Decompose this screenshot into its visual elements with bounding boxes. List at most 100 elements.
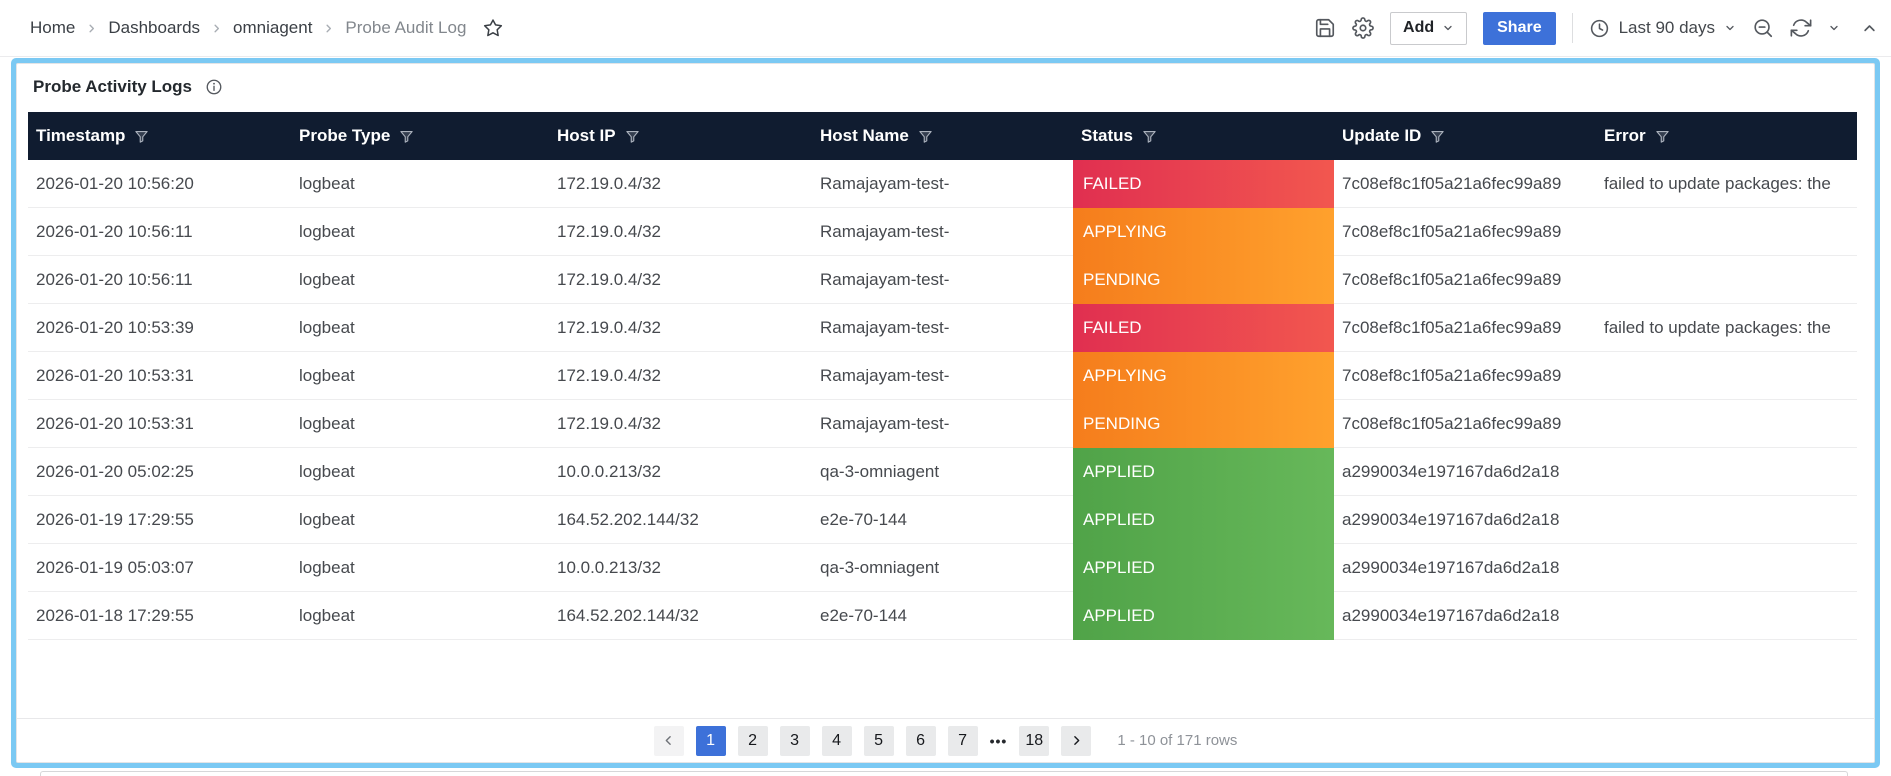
cell-host_ip: 172.19.0.4/32 [549,256,812,304]
column-header-label: Host Name [820,126,909,146]
favorite-star-icon[interactable] [483,18,503,38]
column-header-error[interactable]: Error [1596,112,1857,160]
collapse-chevron-up-icon[interactable] [1862,21,1877,36]
panel-title: Probe Activity Logs [33,77,192,97]
cell-error [1596,592,1857,640]
pagination-page-1[interactable]: 1 [696,726,726,756]
cell-timestamp: 2026-01-20 05:02:25 [28,448,291,496]
pagination-page-3[interactable]: 3 [780,726,810,756]
filter-funnel-icon[interactable] [1142,129,1157,144]
column-header-label: Update ID [1342,126,1421,146]
cell-timestamp: 2026-01-20 10:53:31 [28,400,291,448]
breadcrumb-item-home[interactable]: Home [30,18,75,38]
cell-timestamp: 2026-01-20 10:56:11 [28,256,291,304]
column-header-status[interactable]: Status [1073,112,1334,160]
status-badge: APPLIED [1073,496,1334,544]
cell-error [1596,544,1857,592]
table-row: 2026-01-19 17:29:55logbeat164.52.202.144… [28,496,1857,544]
pagination-page-2[interactable]: 2 [738,726,768,756]
chevron-down-icon [1724,22,1736,34]
chevron-right-icon [323,23,334,34]
cell-host_name: Ramajayam-test- [812,208,1073,256]
pagination-page-6[interactable]: 6 [906,726,936,756]
cell-host_name: Ramajayam-test- [812,304,1073,352]
cell-timestamp: 2026-01-20 10:53:31 [28,352,291,400]
save-icon[interactable] [1314,17,1336,39]
info-icon[interactable] [205,78,223,96]
column-header-probe_type[interactable]: Probe Type [291,112,549,160]
cell-timestamp: 2026-01-20 10:56:20 [28,160,291,208]
cell-timestamp: 2026-01-20 10:53:39 [28,304,291,352]
cell-host_ip: 172.19.0.4/32 [549,304,812,352]
cell-update_id: 7c08ef8c1f05a21a6fec99a89 [1334,304,1596,352]
cell-host_ip: 10.0.0.213/32 [549,544,812,592]
table-row: 2026-01-20 10:53:31logbeat172.19.0.4/32R… [28,400,1857,448]
chevron-right-icon [211,23,222,34]
add-button-label: Add [1403,19,1434,37]
filter-funnel-icon[interactable] [1430,129,1445,144]
table-row: 2026-01-20 10:53:31logbeat172.19.0.4/32R… [28,352,1857,400]
cell-host_name: e2e-70-144 [812,496,1073,544]
cell-host_name: Ramajayam-test- [812,256,1073,304]
breadcrumb-item-probe-audit-log[interactable]: Probe Audit Log [345,18,466,38]
cell-update_id: a2990034e197167da6d2a18 [1334,448,1596,496]
dashboard-panel-selected: Probe Activity Logs Timestamp Probe Type H… [11,58,1880,768]
column-header-label: Error [1604,126,1646,146]
table-row: 2026-01-20 10:56:20logbeat172.19.0.4/32R… [28,160,1857,208]
cell-probe_type: logbeat [291,352,549,400]
cell-error [1596,256,1857,304]
pagination-page-7[interactable]: 7 [948,726,978,756]
settings-gear-icon[interactable] [1352,17,1374,39]
filter-funnel-icon[interactable] [625,129,640,144]
zoom-out-icon[interactable] [1752,17,1774,39]
breadcrumb-item-omniagent[interactable]: omniagent [233,18,312,38]
cell-host_name: Ramajayam-test- [812,400,1073,448]
share-button[interactable]: Share [1483,12,1555,45]
add-button[interactable]: Add [1390,12,1467,45]
breadcrumb-item-dashboards[interactable]: Dashboards [108,18,200,38]
time-range-label: Last 90 days [1619,18,1715,38]
column-header-host_ip[interactable]: Host IP [549,112,812,160]
cell-probe_type: logbeat [291,304,549,352]
status-badge: PENDING [1073,400,1334,448]
status-badge: APPLIED [1073,592,1334,640]
cell-timestamp: 2026-01-20 10:56:11 [28,208,291,256]
cell-host_ip: 164.52.202.144/32 [549,496,812,544]
cell-error [1596,496,1857,544]
time-range-picker[interactable]: Last 90 days [1589,18,1736,39]
panel-header[interactable]: Probe Activity Logs [17,64,1874,97]
table-row: 2026-01-20 05:02:25logbeat10.0.0.213/32q… [28,448,1857,496]
pagination-bar: 1234567•••181 - 10 of 171 rows [17,718,1874,762]
cell-host_ip: 172.19.0.4/32 [549,160,812,208]
cell-host_ip: 164.52.202.144/32 [549,592,812,640]
column-header-update_id[interactable]: Update ID [1334,112,1596,160]
pagination-page-18[interactable]: 18 [1019,726,1049,756]
cell-probe_type: logbeat [291,496,549,544]
pagination-page-5[interactable]: 5 [864,726,894,756]
column-header-label: Probe Type [299,126,390,146]
cell-error: failed to update packages: the [1596,304,1857,352]
status-badge: PENDING [1073,256,1334,304]
filter-funnel-icon[interactable] [918,129,933,144]
refresh-interval-chevron-icon[interactable] [1828,22,1840,34]
filter-funnel-icon[interactable] [134,129,149,144]
column-header-label: Status [1081,126,1133,146]
table-row: 2026-01-20 10:56:11logbeat172.19.0.4/32R… [28,256,1857,304]
column-header-host_name[interactable]: Host Name [812,112,1073,160]
filter-funnel-icon[interactable] [1655,129,1670,144]
column-header-timestamp[interactable]: Timestamp [28,112,291,160]
cell-host_ip: 10.0.0.213/32 [549,448,812,496]
cell-probe_type: logbeat [291,208,549,256]
cell-update_id: 7c08ef8c1f05a21a6fec99a89 [1334,208,1596,256]
cell-probe_type: logbeat [291,544,549,592]
pagination-prev-button[interactable] [654,726,684,756]
cell-host_ip: 172.19.0.4/32 [549,208,812,256]
pagination-page-4[interactable]: 4 [822,726,852,756]
cell-probe_type: logbeat [291,400,549,448]
filter-funnel-icon[interactable] [399,129,414,144]
cell-host_name: Ramajayam-test- [812,352,1073,400]
pagination-next-button[interactable] [1061,726,1091,756]
toolbar-actions: Add Share Last 90 days [1314,12,1877,45]
refresh-icon[interactable] [1790,17,1812,39]
cell-host_name: Ramajayam-test- [812,160,1073,208]
